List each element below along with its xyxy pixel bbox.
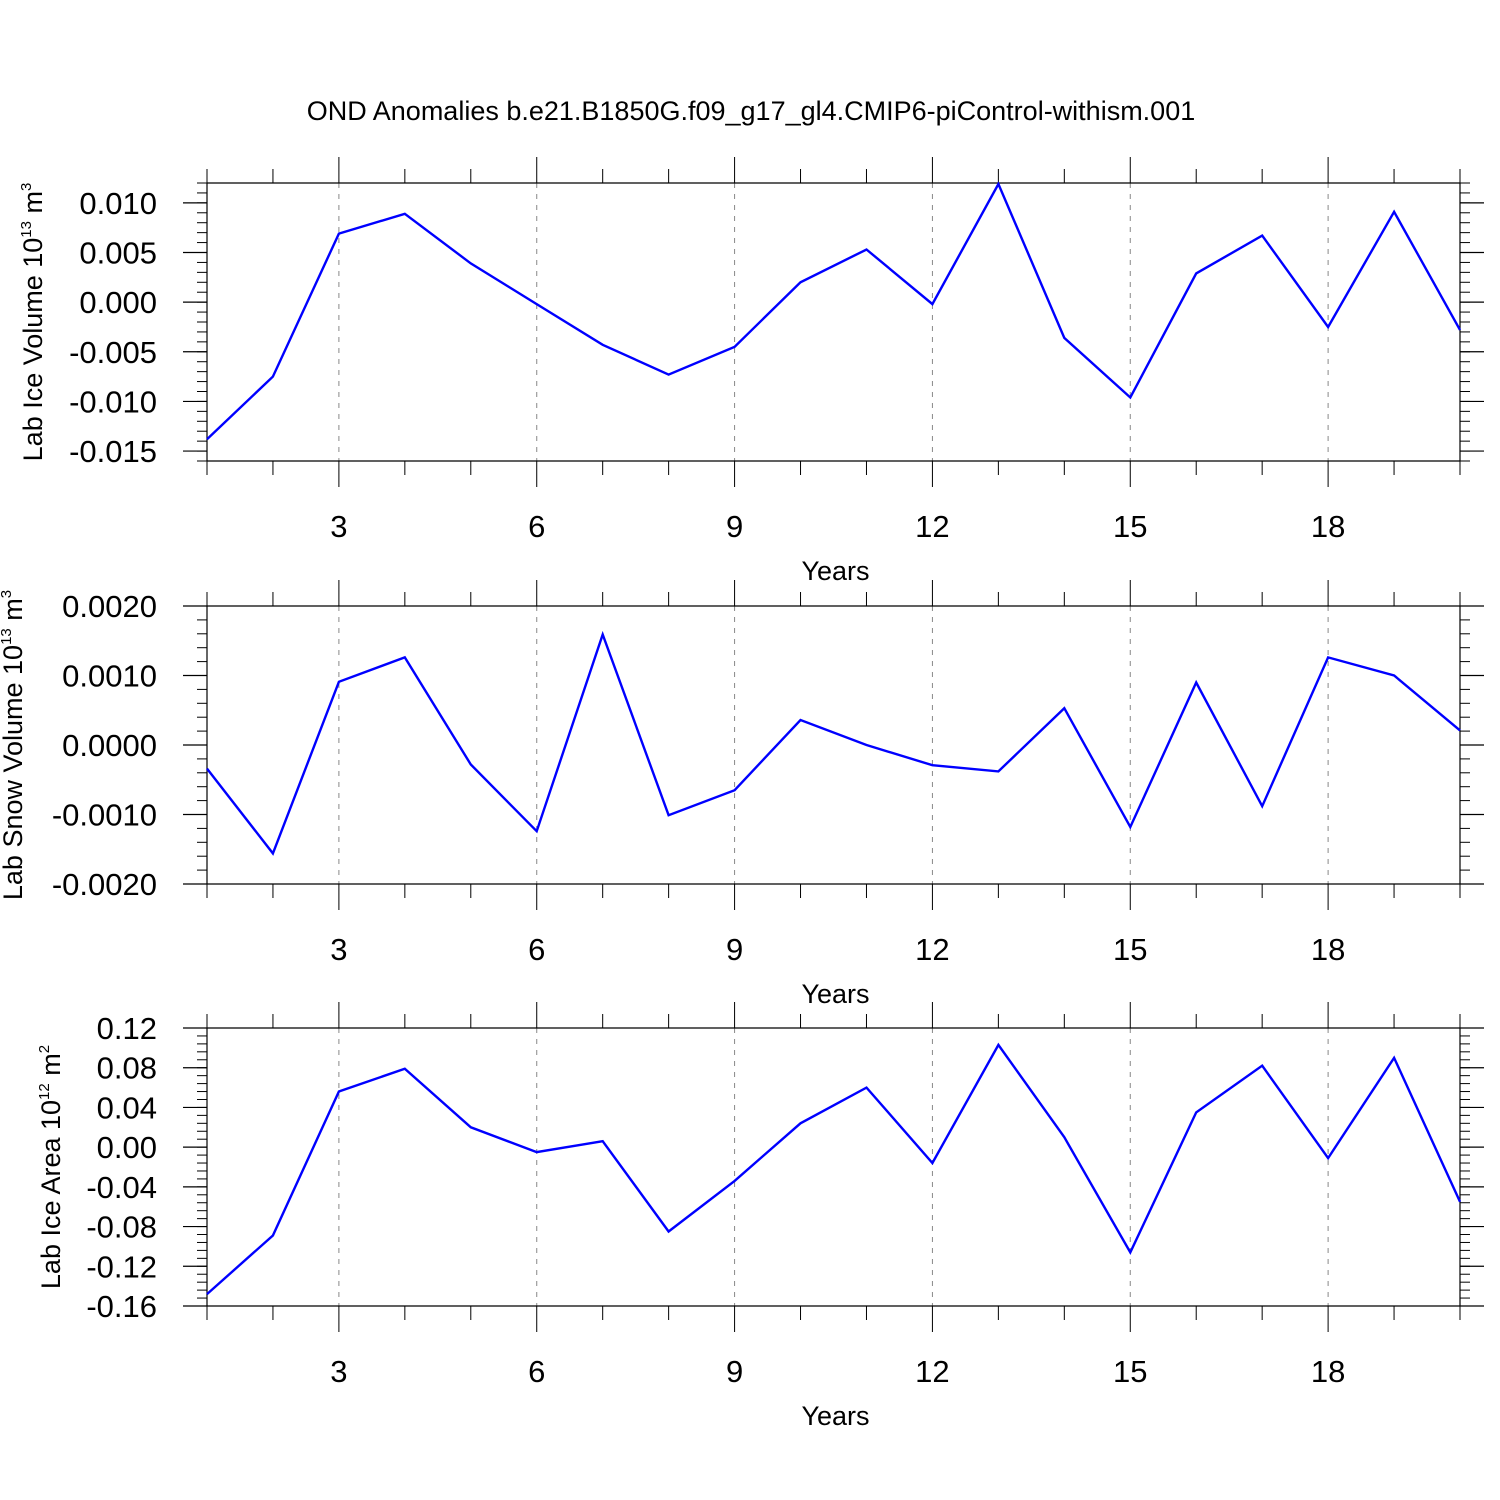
- x-tick-label: 6: [528, 932, 545, 967]
- x-tick-label: 12: [915, 1354, 949, 1389]
- x-axis-title: Years: [801, 1401, 869, 1431]
- x-tick-label: 18: [1311, 509, 1345, 544]
- y-tick-label: -0.005: [69, 335, 157, 370]
- y-tick-label: 0.12: [97, 1011, 157, 1046]
- panel-3: 0.12 0.08 0.04 0.00 -0.04 -0.08 -0.12 -0.16 3 6 9 1…: [36, 1002, 1484, 1431]
- x-tick-label: 15: [1113, 932, 1147, 967]
- panel-2: 0.0020 0.0010 0.0000 -0.0010 -0.0020 3 6 9 12 15 1…: [0, 580, 1484, 1009]
- y-tick-label: -0.0010: [52, 798, 157, 833]
- y-tick-label: 0.0020: [62, 589, 157, 624]
- x-tick-label: 18: [1311, 932, 1345, 967]
- y-tick-label: 0.00: [97, 1130, 157, 1165]
- y-tick-label: -0.12: [86, 1249, 157, 1284]
- y-axis-title: Lab Ice Volume 1013 m3: [18, 183, 48, 462]
- x-tick-label: 3: [330, 1354, 347, 1389]
- series-line: [206, 1042, 1462, 1295]
- x-axis-title: Years: [801, 556, 869, 586]
- y-axis-title: Lab Ice Area 1012 m2: [36, 1045, 66, 1289]
- x-tick-label: 12: [915, 509, 949, 544]
- x-tick-label: 9: [726, 1354, 743, 1389]
- x-axis-title: Years: [801, 979, 869, 1009]
- x-tick-label: 6: [528, 1354, 545, 1389]
- y-tick-label: 0.010: [79, 186, 157, 221]
- y-tick-label: -0.08: [86, 1210, 157, 1245]
- y-axis-title: Lab Snow Volume 1013 m3: [0, 590, 28, 900]
- x-tick-label: 9: [726, 509, 743, 544]
- series-line: [206, 630, 1461, 856]
- panels: 0.010 0.005 0.000 -0.005 -0.010 -0.015 3 6 9 12 15…: [0, 157, 1484, 1431]
- y-tick-label: -0.04: [86, 1170, 157, 1205]
- series-line: [206, 181, 1462, 441]
- x-tick-label: 15: [1113, 509, 1147, 544]
- y-tick-label: -0.010: [69, 384, 157, 419]
- y-tick-label: 0.04: [97, 1090, 157, 1125]
- y-tick-label: -0.0020: [52, 867, 157, 902]
- y-tick-label: 0.08: [97, 1051, 157, 1086]
- y-tick-label: 0.0010: [62, 659, 157, 694]
- chart-title: OND Anomalies b.e21.B1850G.f09_g17_gl4.C…: [307, 96, 1195, 126]
- y-tick-label: 0.005: [79, 236, 157, 271]
- x-tick-label: 3: [330, 509, 347, 544]
- y-tick-label: -0.015: [69, 434, 157, 469]
- y-tick-label: 0.000: [79, 285, 157, 320]
- panel-1: 0.010 0.005 0.000 -0.005 -0.010 -0.015 3 6 9 12 15…: [18, 157, 1484, 586]
- y-tick-label: -0.16: [86, 1289, 157, 1324]
- x-tick-label: 12: [915, 932, 949, 967]
- x-tick-label: 15: [1113, 1354, 1147, 1389]
- x-tick-label: 3: [330, 932, 347, 967]
- x-tick-label: 6: [528, 509, 545, 544]
- x-tick-label: 18: [1311, 1354, 1345, 1389]
- x-tick-label: 9: [726, 932, 743, 967]
- y-tick-label: 0.0000: [62, 728, 157, 763]
